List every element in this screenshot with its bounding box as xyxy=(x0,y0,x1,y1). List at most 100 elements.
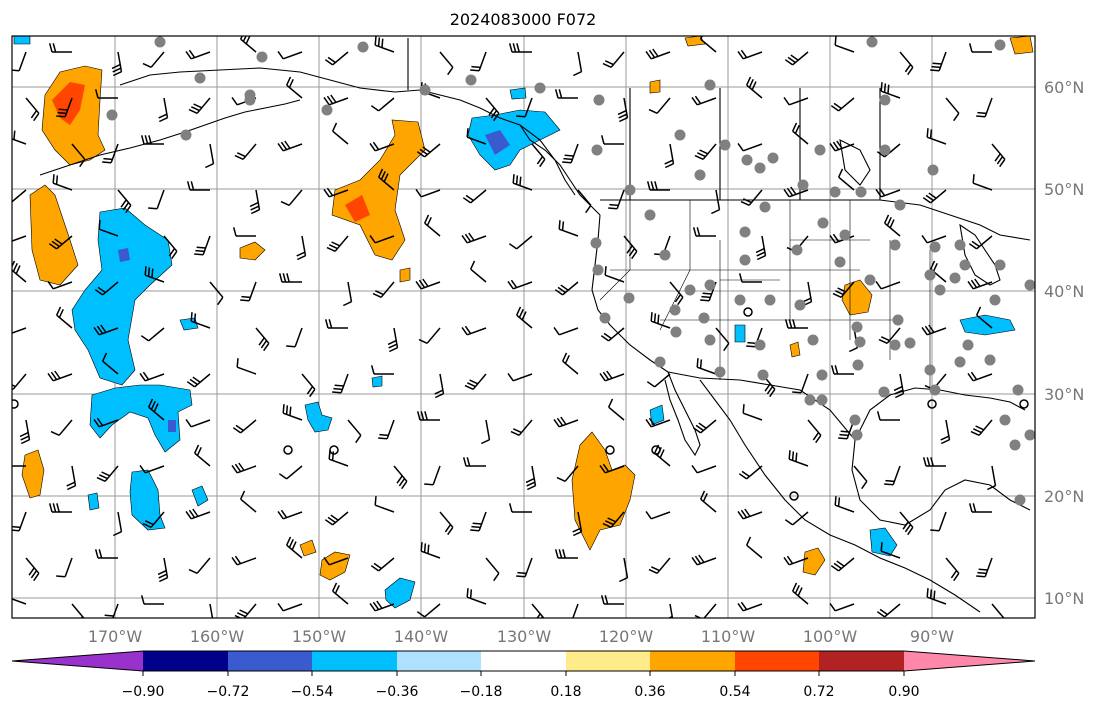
wind-barb xyxy=(834,36,855,53)
wind-barb xyxy=(185,508,211,520)
wind-barb xyxy=(737,49,763,60)
station-dot xyxy=(624,184,636,196)
station-dot xyxy=(927,164,939,176)
colorbar-tick-label: 0.72 xyxy=(803,684,835,700)
station-dot xyxy=(764,294,776,306)
station-dot xyxy=(180,129,192,141)
wind-barb xyxy=(991,143,1006,168)
wind-barb xyxy=(98,220,119,237)
station-dot xyxy=(804,394,816,406)
wind-barb xyxy=(372,281,395,299)
wind-barb xyxy=(967,371,993,382)
wind-barb xyxy=(466,128,487,145)
wind-barb xyxy=(144,266,165,283)
wind-barb xyxy=(783,186,809,198)
wind-barb xyxy=(470,51,487,72)
wind-barb xyxy=(377,168,395,191)
wind-barb xyxy=(48,43,72,53)
wind-barb xyxy=(147,398,165,421)
station-dot xyxy=(989,294,1001,306)
station-markers xyxy=(106,36,1035,506)
station-dot xyxy=(754,162,766,174)
wind-barb xyxy=(423,214,441,237)
wind-barb xyxy=(277,140,303,152)
positive-anomaly-area xyxy=(789,341,801,358)
wind-barb xyxy=(157,557,169,583)
wind-barb xyxy=(140,135,164,145)
wind-barb xyxy=(791,582,809,605)
wind-barb xyxy=(140,595,164,605)
positive-anomaly-area xyxy=(331,119,426,261)
wind-barb xyxy=(342,281,353,307)
wind-barb xyxy=(648,97,671,115)
colorbar xyxy=(11,650,1036,676)
wind-barb xyxy=(783,97,809,106)
wind-barb xyxy=(692,419,717,434)
station-dot xyxy=(694,169,706,181)
wind-barb xyxy=(945,97,960,122)
station-dot xyxy=(194,72,206,84)
wind-barb xyxy=(740,189,763,207)
wind-barb xyxy=(784,51,809,66)
negative-anomaly-area xyxy=(71,207,173,386)
wind-barb xyxy=(558,220,579,237)
wind-barb xyxy=(968,43,992,53)
wind-barb xyxy=(926,588,947,605)
wind-barb xyxy=(112,511,123,537)
colorbar-segment xyxy=(566,651,650,671)
wind-barb xyxy=(830,365,854,375)
wind-barb xyxy=(434,373,445,399)
strong-negative-anomaly-area xyxy=(118,248,130,262)
wind-barb xyxy=(94,89,118,99)
negative-anomaly-area xyxy=(509,87,527,100)
colorbar-tick-label: −0.18 xyxy=(459,684,503,700)
wind-barb xyxy=(277,51,303,60)
wind-barb xyxy=(691,465,717,474)
strong-positive-anomaly-area xyxy=(52,82,85,125)
wind-barb xyxy=(374,496,395,513)
station-dot xyxy=(954,239,966,251)
wind-barb xyxy=(602,51,625,69)
colorbar-segment xyxy=(735,651,819,671)
wind-barb xyxy=(930,51,947,72)
wind-barb xyxy=(66,465,77,491)
wind-barb xyxy=(185,49,211,60)
wind-barb xyxy=(876,603,901,618)
station-dot xyxy=(851,429,863,441)
wind-barb xyxy=(599,463,625,474)
station-dot xyxy=(904,337,916,349)
station-dot xyxy=(654,356,666,368)
hudson-region xyxy=(839,139,871,186)
wind-barb xyxy=(331,122,349,145)
station-dot xyxy=(924,364,936,376)
station-dot xyxy=(878,386,890,398)
wind-barb xyxy=(512,174,533,191)
wind-barb xyxy=(387,327,399,353)
wind-barb xyxy=(296,235,307,261)
station-dot xyxy=(794,299,806,311)
wind-barb xyxy=(968,235,993,250)
colorbar-tick-label: −0.90 xyxy=(121,684,165,700)
station-dot xyxy=(889,339,901,351)
wind-barb xyxy=(485,557,500,582)
wind-barb xyxy=(699,36,717,53)
wind-barb xyxy=(784,319,808,329)
baja-california xyxy=(664,371,701,457)
wind-barb xyxy=(600,327,625,342)
wind-barb xyxy=(255,327,270,352)
wind-barb xyxy=(646,373,671,388)
colorbar-tick-label: 0.36 xyxy=(634,684,666,700)
wind-barb xyxy=(378,419,395,440)
station-dot xyxy=(754,339,766,351)
station-dot xyxy=(321,104,333,116)
wind-barb xyxy=(991,603,1005,618)
wind-barb xyxy=(508,43,532,53)
lon-label: 140°W xyxy=(393,627,449,646)
lon-label: 170°W xyxy=(87,627,143,646)
wind-barb xyxy=(12,373,27,391)
wind-barb xyxy=(783,555,809,566)
wind-barb xyxy=(745,76,763,99)
wind-barb xyxy=(755,235,767,261)
wind-barb xyxy=(466,588,487,605)
wind-barb xyxy=(324,51,349,66)
